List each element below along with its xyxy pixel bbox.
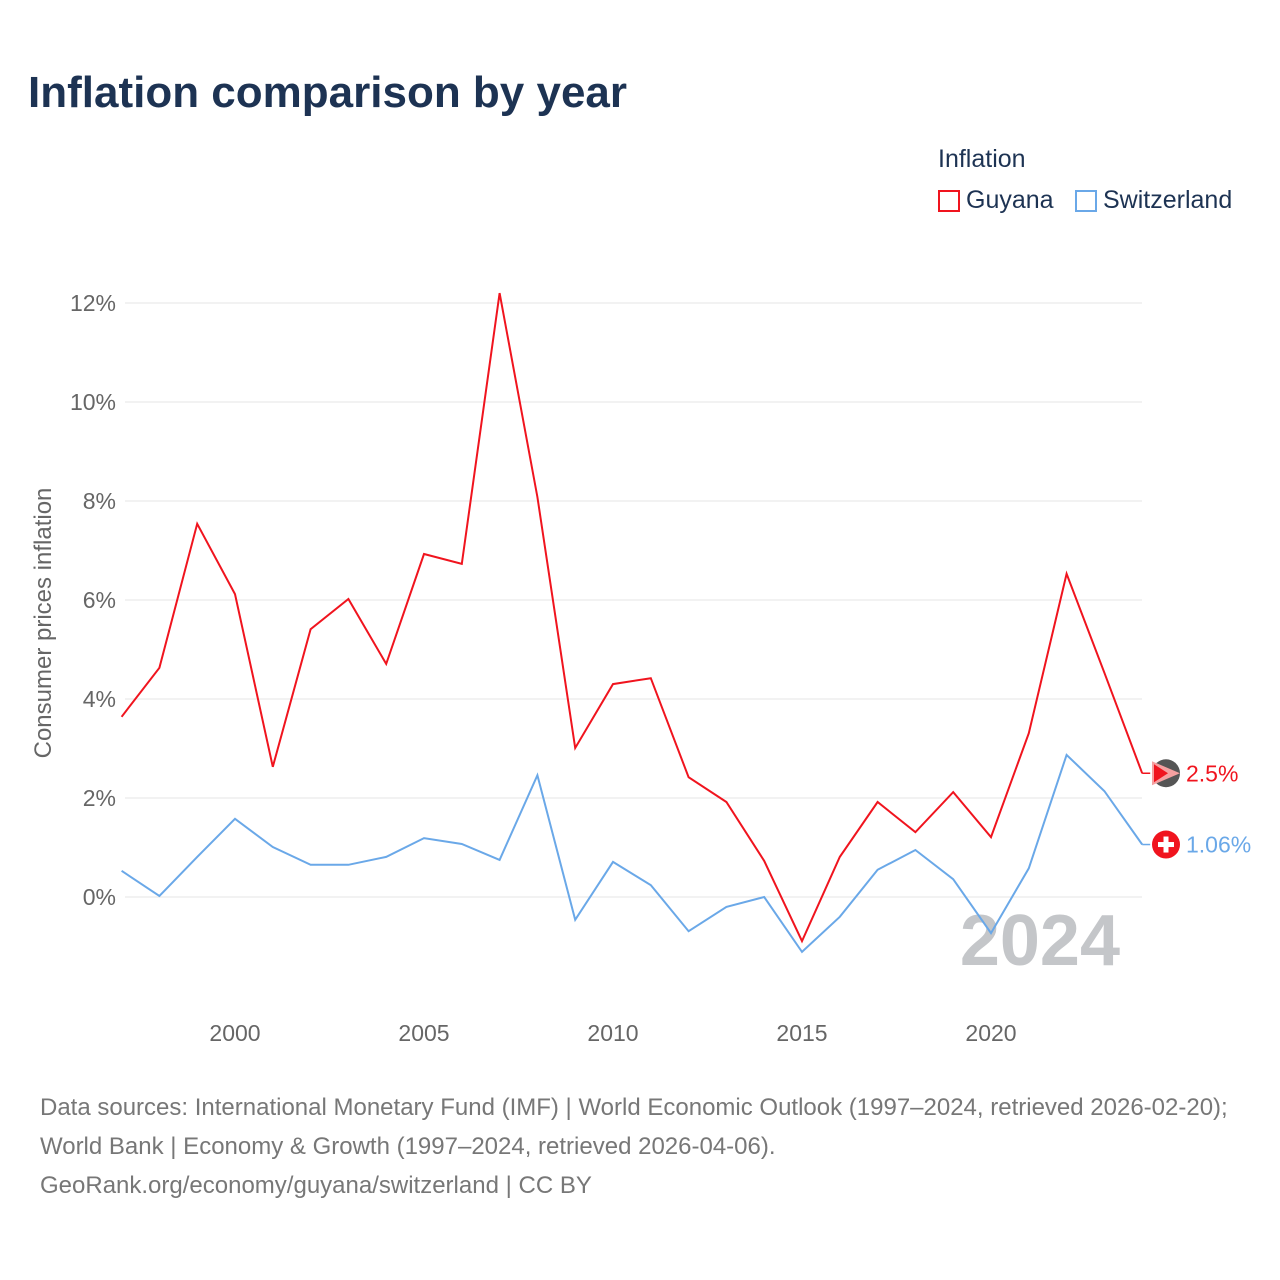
x-tick-label: 2010 [587,1020,638,1046]
x-tick-label: 2015 [776,1020,827,1046]
x-tick-label: 2000 [209,1020,260,1046]
series-line-switzerland [121,753,1144,954]
legend-swatch-switzerland [1075,189,1097,212]
legend-item-switzerland[interactable]: Switzerland [1075,186,1232,215]
swiss-cross-v [1163,836,1169,853]
y-tick-label: 0% [83,884,116,910]
x-tick-label: 2005 [398,1020,449,1046]
source-text: Data sources: International Monetary Fun… [40,1094,1228,1160]
chart-title: Inflation comparison by year [28,68,628,117]
y-axis-label: Consumer prices inflation [30,488,57,759]
guyana-flag-triangle [1154,764,1168,783]
y-tick-label: 4% [83,686,116,712]
source-link[interactable]: GeoRank.org/economy/guyana/switzerland |… [40,1172,592,1199]
y-tick-label: 12% [70,290,116,316]
y-tick-label: 8% [83,488,116,514]
legend-item-guyana[interactable]: Guyana [938,186,1054,215]
legend-title: Inflation [938,145,1026,173]
y-tick-label: 6% [83,587,116,613]
source-note: Data sources: International Monetary Fun… [40,1088,1250,1205]
legend-label-guyana: Guyana [966,186,1054,214]
legend-label-switzerland: Switzerland [1103,186,1233,214]
series-line-guyana [120,292,1144,944]
y-tick-label: 2% [83,785,116,811]
x-tick-label: 2020 [965,1020,1016,1046]
year-watermark: 2024 [960,901,1120,981]
end-label-switzerland: 1.06% [1186,832,1251,858]
legend-swatch-guyana [938,189,960,212]
y-tick-label: 10% [70,389,116,415]
end-label-guyana: 2.5% [1186,760,1238,786]
